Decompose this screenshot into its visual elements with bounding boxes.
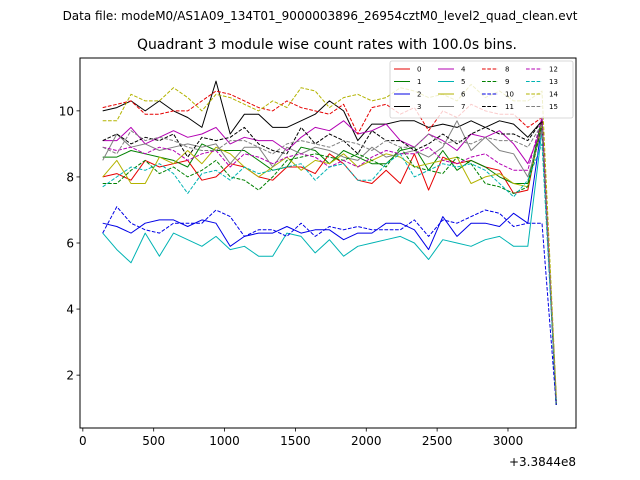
series-line-module-10 [102, 206, 557, 405]
x-tick-label: 2500 [422, 434, 453, 448]
plot-area [79, 57, 577, 429]
legend-label-module-8: 8 [505, 66, 509, 74]
y-tick-label: 8 [66, 170, 74, 184]
legend-label-module-10: 10 [505, 91, 514, 99]
x-offset-label: +3.3844e8 [509, 455, 576, 469]
series-line-module-7 [102, 120, 557, 399]
legend-frame [389, 60, 574, 119]
legend-label-module-14: 14 [549, 91, 558, 99]
chart-title: Quadrant 3 module wise count rates with … [137, 37, 517, 53]
legend-label-module-7: 7 [461, 103, 465, 111]
legend-label-module-9: 9 [505, 78, 509, 86]
series-line-module-4 [102, 120, 557, 402]
y-tick-label: 4 [66, 303, 74, 317]
legend-label-module-15: 15 [549, 103, 558, 111]
y-tick-label: 2 [66, 369, 74, 383]
series-line-module-9 [102, 123, 557, 405]
x-tick-label: 500 [142, 434, 165, 448]
series-line-module-13 [102, 143, 557, 402]
legend-label-module-1: 1 [417, 78, 421, 86]
x-tick-label: 1500 [280, 434, 311, 448]
x-tick-label: 2000 [351, 434, 382, 448]
legend-label-module-13: 13 [549, 78, 558, 86]
legend-label-module-5: 5 [461, 78, 465, 86]
series-line-module-14 [102, 83, 557, 396]
series-line-module-15 [102, 123, 557, 399]
x-tick-label: 0 [79, 434, 87, 448]
legend-label-module-6: 6 [461, 91, 466, 99]
series-line-module-2 [102, 123, 557, 405]
series-line-module-5 [102, 130, 557, 402]
y-tick-label: 10 [59, 104, 74, 118]
x-tick-label: 1000 [209, 434, 240, 448]
legend-label-module-3: 3 [417, 103, 421, 111]
axis-layer: 0 500 1000 1500 2000 2500 3000 2 4 6 8 10 [59, 104, 524, 448]
y-tick-label: 6 [66, 237, 74, 251]
legend-label-module-2: 2 [417, 91, 421, 99]
legend-label-module-0: 0 [417, 66, 421, 74]
series-line-module-6 [102, 123, 557, 396]
legend-label-module-12: 12 [549, 66, 558, 74]
x-tick-label: 3000 [493, 434, 524, 448]
legend-label-module-11: 11 [505, 103, 514, 111]
series-line-module-3 [102, 80, 557, 399]
legend-label-module-4: 4 [461, 66, 466, 74]
data-file-suptitle: Data file: modeM0/AS1A09_134T01_90000038… [63, 9, 578, 23]
series-line-module-11 [102, 120, 557, 402]
